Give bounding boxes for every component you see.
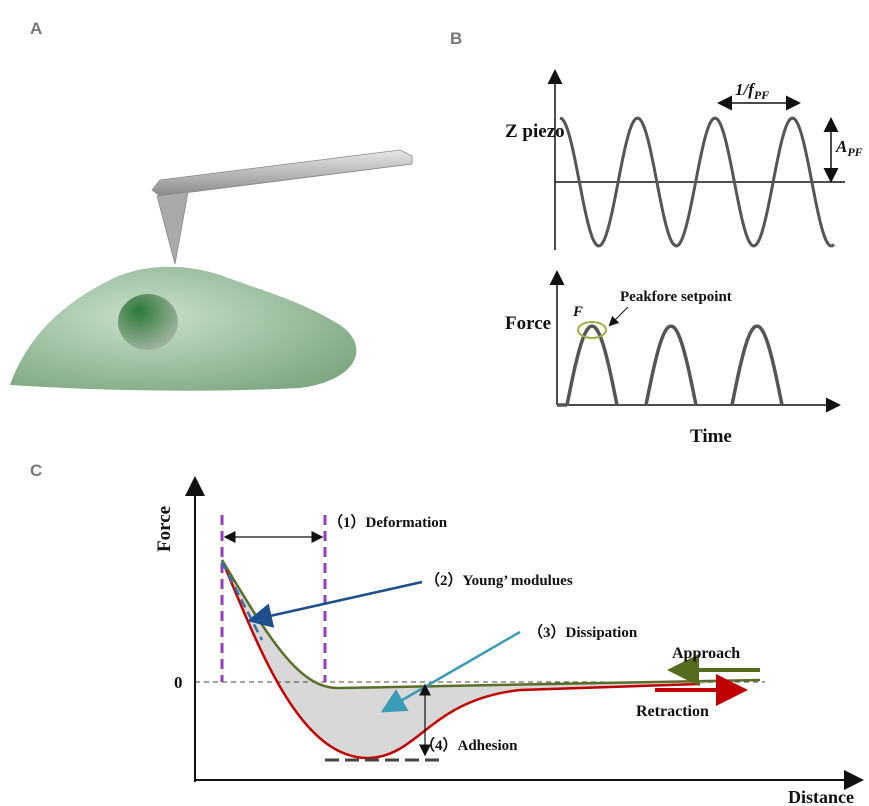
axis-label: Force [505,313,551,334]
pointer [610,307,628,325]
cell [10,267,356,391]
annotation: （1）Deformation [328,513,448,531]
retraction-curve [222,560,700,758]
pointer [252,582,422,620]
approach-label: Approach [672,645,740,662]
figure: A B Z piezo 1/fPF APF Force Peakfore set… [0,0,869,806]
panel-label: A [30,19,42,38]
annotation: （4）Adhesion [420,736,518,754]
annotation: （3）Dissipation [528,623,638,641]
retraction-label: Retraction [636,703,709,720]
cantilever [152,150,412,196]
period-label: 1/fPF [735,80,769,102]
nucleus [118,294,178,350]
axis-label: Distance [788,787,854,806]
panel-label: C [30,461,42,480]
tip [157,192,188,264]
peak-ring [578,322,606,338]
axis-label: Time [690,426,732,447]
amplitude-label: APF [835,137,863,159]
setpoint-label: Peakfore setpoint [620,289,732,305]
peak-label: F [572,304,583,320]
zero-label: 0 [174,673,183,692]
axis-label: Z piezo [505,121,565,142]
annotation: （2）Young’ modulues [425,571,573,589]
axis-label: Force [154,506,175,552]
panel-label: B [450,29,462,48]
